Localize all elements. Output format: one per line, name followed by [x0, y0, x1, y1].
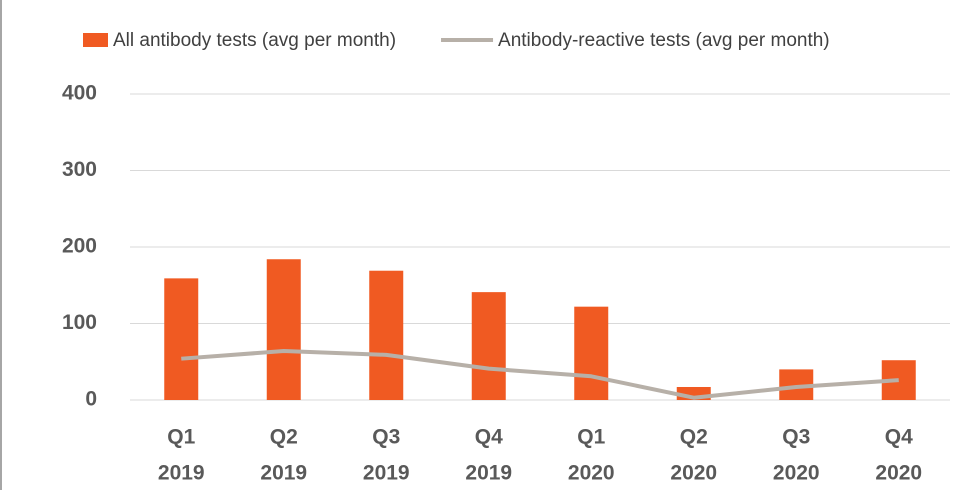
x-tick-label: 2020 — [875, 462, 922, 485]
y-tick-label: 0 — [85, 388, 97, 411]
y-tick-label: 200 — [62, 235, 97, 258]
x-tick-label: Q4 — [475, 426, 503, 449]
legend-label: All antibody tests (avg per month) — [113, 30, 396, 51]
line — [181, 349, 899, 400]
x-tick-label: 2020 — [773, 462, 820, 485]
x-tick-label: Q2 — [270, 426, 298, 449]
x-tick-label: 2019 — [158, 462, 205, 485]
x-tick-label: Q1 — [577, 426, 605, 449]
x-tick-label: 2019 — [363, 462, 410, 485]
x-tick-label: 2020 — [670, 462, 717, 485]
bar — [164, 278, 199, 400]
x-tick-label: 2019 — [260, 462, 307, 485]
y-tick-label: 300 — [62, 158, 97, 181]
bar — [574, 306, 609, 400]
legend-label: Antibody-reactive tests (avg per month) — [498, 30, 830, 51]
bar — [266, 259, 301, 400]
x-tick-label: Q4 — [885, 426, 913, 449]
x-tick-label: 2019 — [465, 462, 512, 485]
x-tick-label: Q3 — [782, 426, 810, 449]
y-tick-label: 400 — [62, 82, 97, 105]
x-tick-label: Q2 — [680, 426, 708, 449]
x-tick-label: Q1 — [167, 426, 195, 449]
legend-swatch — [83, 33, 108, 47]
bar — [369, 270, 404, 400]
x-tick-label: Q3 — [372, 426, 400, 449]
bar — [471, 292, 506, 400]
x-tick-label: 2020 — [568, 462, 615, 485]
y-tick-label: 100 — [62, 311, 97, 334]
